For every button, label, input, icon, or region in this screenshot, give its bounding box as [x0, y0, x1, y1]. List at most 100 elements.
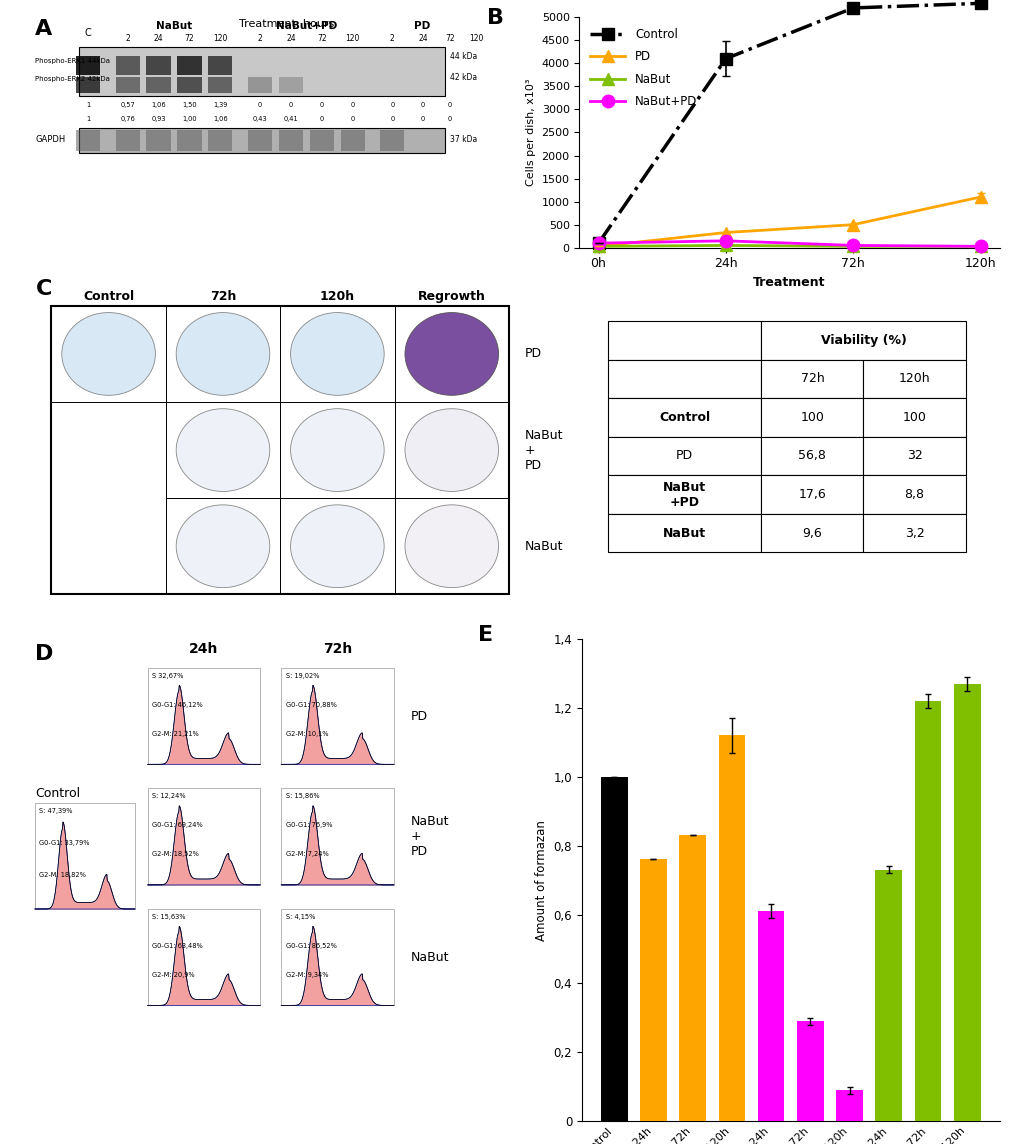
Text: 100: 100	[800, 411, 823, 424]
Bar	[75, 130, 100, 151]
Text: 0: 0	[319, 103, 324, 109]
Text: G0-G1: 76,9%: G0-G1: 76,9%	[285, 823, 332, 828]
Text: S 32,67%: S 32,67%	[152, 673, 183, 678]
Text: G2-M: 9,34%: G2-M: 9,34%	[285, 971, 328, 978]
Text: 2: 2	[258, 33, 262, 42]
Bar	[280, 402, 394, 498]
Bar	[208, 56, 232, 74]
Bar	[281, 668, 393, 764]
Text: 72: 72	[184, 33, 194, 42]
Text: 0,41: 0,41	[283, 117, 298, 122]
Text: 0,57: 0,57	[120, 103, 135, 109]
Text: 72: 72	[444, 33, 454, 42]
Ellipse shape	[290, 312, 384, 396]
Text: 32: 32	[906, 450, 921, 462]
Text: G0-G1: 33,79%: G0-G1: 33,79%	[39, 840, 90, 847]
Text: NaBut: NaBut	[524, 540, 562, 553]
Text: 0: 0	[421, 103, 425, 109]
Bar	[281, 909, 393, 1006]
Text: C: C	[85, 27, 92, 38]
Text: C: C	[36, 279, 52, 299]
Text: NaBut: NaBut	[156, 21, 192, 31]
Text: 1: 1	[86, 117, 90, 122]
Bar	[863, 359, 965, 398]
Bar	[863, 475, 965, 514]
Bar	[75, 77, 100, 94]
Text: G0-G1: 46,12%: G0-G1: 46,12%	[152, 701, 203, 708]
Text: NaBut
+PD: NaBut +PD	[662, 480, 706, 509]
Bar	[147, 77, 170, 94]
Text: E: E	[477, 625, 492, 644]
Bar	[177, 56, 202, 74]
Bar	[796, 1022, 823, 1121]
Text: Phospho-ERK2 42kDa: Phospho-ERK2 42kDa	[35, 77, 110, 82]
Bar	[760, 514, 863, 553]
Text: 1,50: 1,50	[182, 103, 197, 109]
Bar	[717, 736, 745, 1121]
Text: PD: PD	[524, 348, 541, 360]
Bar	[863, 437, 965, 475]
Ellipse shape	[405, 408, 498, 492]
Text: S: 12,24%: S: 12,24%	[152, 793, 185, 800]
Bar	[280, 498, 394, 594]
Bar	[281, 788, 393, 885]
X-axis label: Treatment: Treatment	[752, 276, 825, 289]
Bar	[147, 56, 170, 74]
Text: S: 47,39%: S: 47,39%	[39, 808, 72, 815]
Text: NaBut
+
PD: NaBut + PD	[411, 816, 448, 858]
Text: G2-M: 21,21%: G2-M: 21,21%	[152, 731, 199, 737]
Bar	[953, 684, 979, 1121]
Text: 120h: 120h	[320, 289, 355, 302]
Text: 24: 24	[154, 33, 163, 42]
Text: 42 kDa: 42 kDa	[449, 72, 476, 81]
Bar	[340, 130, 365, 151]
Text: Regrowth: Regrowth	[418, 289, 485, 302]
Bar	[760, 398, 863, 437]
Text: 72: 72	[317, 33, 326, 42]
Bar	[166, 305, 280, 402]
Text: NaBut: NaBut	[411, 951, 448, 963]
Text: 0: 0	[390, 103, 394, 109]
Text: S: 19,02%: S: 19,02%	[285, 673, 319, 678]
Text: A: A	[35, 19, 52, 39]
Text: 72h: 72h	[800, 372, 823, 386]
Text: 0: 0	[390, 117, 394, 122]
Bar	[115, 77, 140, 94]
Text: 3,2: 3,2	[904, 526, 923, 540]
Bar	[679, 835, 705, 1121]
Text: B: B	[486, 8, 503, 27]
Text: 120h: 120h	[898, 372, 929, 386]
Text: 24: 24	[418, 33, 428, 42]
Text: G0-G1: 69,24%: G0-G1: 69,24%	[152, 823, 203, 828]
Bar	[607, 359, 760, 398]
Text: 1,06: 1,06	[213, 117, 227, 122]
Bar	[208, 77, 232, 94]
Text: NaBut: NaBut	[662, 526, 706, 540]
Text: 120: 120	[345, 33, 360, 42]
Bar	[394, 305, 508, 402]
Bar	[248, 77, 272, 94]
Ellipse shape	[62, 312, 155, 396]
Bar	[836, 1090, 862, 1121]
Text: 72h: 72h	[323, 643, 352, 657]
Text: Phospho-ERK1 44kDa: Phospho-ERK1 44kDa	[35, 58, 110, 64]
Text: Control: Control	[83, 289, 135, 302]
Text: 9,6: 9,6	[802, 526, 821, 540]
Text: NaBut+PD: NaBut+PD	[275, 21, 336, 31]
Text: 0: 0	[288, 103, 292, 109]
Text: G2-M: 7,24%: G2-M: 7,24%	[285, 851, 328, 857]
Bar	[607, 437, 760, 475]
Bar	[208, 130, 232, 151]
Legend: Control, PD, NaBut, NaBut+PD: Control, PD, NaBut, NaBut+PD	[585, 23, 701, 113]
Text: 0: 0	[351, 103, 355, 109]
Bar	[75, 56, 100, 74]
Bar	[380, 130, 405, 151]
Text: G0-G1: 86,52%: G0-G1: 86,52%	[285, 943, 336, 948]
Ellipse shape	[176, 408, 269, 492]
Bar	[760, 475, 863, 514]
Bar	[607, 398, 760, 437]
Bar	[248, 130, 272, 151]
Text: Treatment, hours: Treatment, hours	[238, 19, 334, 30]
Text: 37 kDa: 37 kDa	[449, 135, 477, 144]
Bar	[166, 402, 280, 498]
